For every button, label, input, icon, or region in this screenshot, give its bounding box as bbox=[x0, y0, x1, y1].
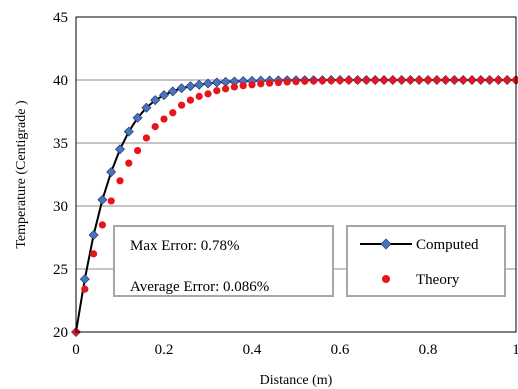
theory-point bbox=[266, 79, 274, 87]
x-tick-label: 0.8 bbox=[419, 342, 438, 358]
x-tick-label: 0 bbox=[72, 342, 80, 358]
theory-point bbox=[494, 76, 502, 84]
theory-point bbox=[512, 76, 518, 84]
theory-point bbox=[442, 76, 450, 84]
theory-point bbox=[310, 77, 318, 85]
theory-point bbox=[415, 76, 423, 84]
x-tick-label: 0.4 bbox=[243, 342, 262, 358]
plot-area-frame bbox=[75, 16, 517, 333]
theory-point bbox=[503, 76, 511, 84]
max-error-text: Max Error: 0.78% bbox=[130, 238, 240, 254]
theory-point bbox=[230, 83, 238, 91]
theory-point bbox=[239, 82, 247, 90]
theory-point bbox=[477, 76, 485, 84]
theory-point bbox=[169, 109, 177, 117]
theory-point bbox=[292, 78, 300, 86]
computed-point bbox=[185, 81, 196, 92]
legend-item-computed: Computed bbox=[360, 237, 479, 253]
theory-point bbox=[81, 285, 89, 293]
legend-diamond-marker bbox=[380, 238, 392, 250]
theory-point bbox=[362, 76, 370, 84]
y-tick-label: 35 bbox=[53, 136, 68, 152]
computed-point bbox=[150, 95, 161, 106]
legend: Computed Theory bbox=[346, 225, 506, 297]
computed-point bbox=[123, 126, 134, 137]
x-tick-label: 0.2 bbox=[155, 342, 174, 358]
y-axis-ticks: 20 25 30 35 40 45 bbox=[53, 10, 68, 341]
theory-point bbox=[274, 78, 282, 87]
theory-point bbox=[318, 77, 326, 85]
error-stats-box: Max Error: 0.78% Average Error: 0.086% bbox=[113, 225, 334, 297]
x-axis-label: Distance (m) bbox=[260, 373, 333, 388]
theory-point bbox=[327, 77, 335, 85]
computed-point bbox=[159, 90, 169, 101]
y-tick-label: 25 bbox=[53, 262, 68, 278]
theory-point bbox=[468, 76, 476, 84]
legend-circle-marker bbox=[382, 275, 390, 283]
x-tick-label: 1 bbox=[512, 342, 518, 358]
theory-point bbox=[195, 92, 203, 100]
legend-item-theory: Theory bbox=[382, 272, 460, 288]
legend-label-theory: Theory bbox=[416, 272, 460, 288]
theory-point bbox=[116, 177, 124, 185]
computed-point bbox=[220, 76, 231, 87]
theory-point bbox=[486, 76, 494, 84]
computed-point bbox=[167, 86, 178, 97]
theory-point bbox=[186, 96, 194, 104]
y-axis-label: Temperature (Centigrade ) bbox=[14, 100, 29, 249]
theory-point bbox=[204, 90, 212, 98]
average-error-text: Average Error: 0.086% bbox=[130, 279, 269, 295]
y-tick-label: 45 bbox=[53, 10, 68, 26]
computed-point bbox=[79, 274, 90, 285]
theory-point bbox=[424, 76, 432, 84]
theory-point bbox=[222, 85, 230, 93]
legend-label-computed: Computed bbox=[416, 237, 479, 253]
computed-point bbox=[211, 77, 222, 88]
theory-point bbox=[257, 80, 265, 88]
theory-point bbox=[160, 115, 168, 123]
computed-point bbox=[115, 144, 125, 155]
y-tick-label: 20 bbox=[53, 325, 68, 341]
theory-point bbox=[283, 78, 291, 86]
theory-point bbox=[345, 76, 353, 84]
computed-point bbox=[194, 79, 205, 90]
theory-point bbox=[90, 250, 98, 258]
theory-point bbox=[213, 87, 221, 95]
computed-point bbox=[132, 112, 143, 123]
theory-point bbox=[406, 76, 414, 84]
theory-point bbox=[371, 76, 379, 84]
theory-point bbox=[380, 76, 388, 84]
computed-point bbox=[106, 166, 117, 177]
x-tick-label: 0.6 bbox=[331, 342, 350, 358]
theory-point bbox=[336, 76, 344, 85]
computed-point bbox=[88, 229, 99, 240]
theory-point bbox=[450, 76, 458, 84]
y-tick-label: 40 bbox=[53, 73, 68, 89]
x-axis-ticks: 0 0.2 0.4 0.6 0.8 1 bbox=[72, 342, 518, 358]
theory-point bbox=[398, 76, 406, 84]
computed-point bbox=[203, 78, 213, 89]
theory-point bbox=[248, 81, 256, 89]
theory-point bbox=[98, 221, 106, 229]
computed-point bbox=[176, 83, 187, 94]
theory-point bbox=[107, 197, 115, 205]
theory-point bbox=[459, 76, 467, 84]
computed-point bbox=[141, 102, 152, 113]
computed-point bbox=[97, 194, 108, 205]
y-tick-label: 30 bbox=[53, 199, 68, 215]
theory-point bbox=[389, 76, 397, 84]
theory-point bbox=[151, 123, 159, 131]
theory-point bbox=[301, 77, 309, 85]
series-theory bbox=[72, 76, 518, 336]
theory-point bbox=[354, 76, 362, 84]
theory-point bbox=[178, 101, 186, 109]
theory-point bbox=[433, 76, 441, 84]
theory-point bbox=[134, 146, 142, 155]
theory-point bbox=[142, 134, 150, 142]
theory-point bbox=[125, 159, 133, 167]
